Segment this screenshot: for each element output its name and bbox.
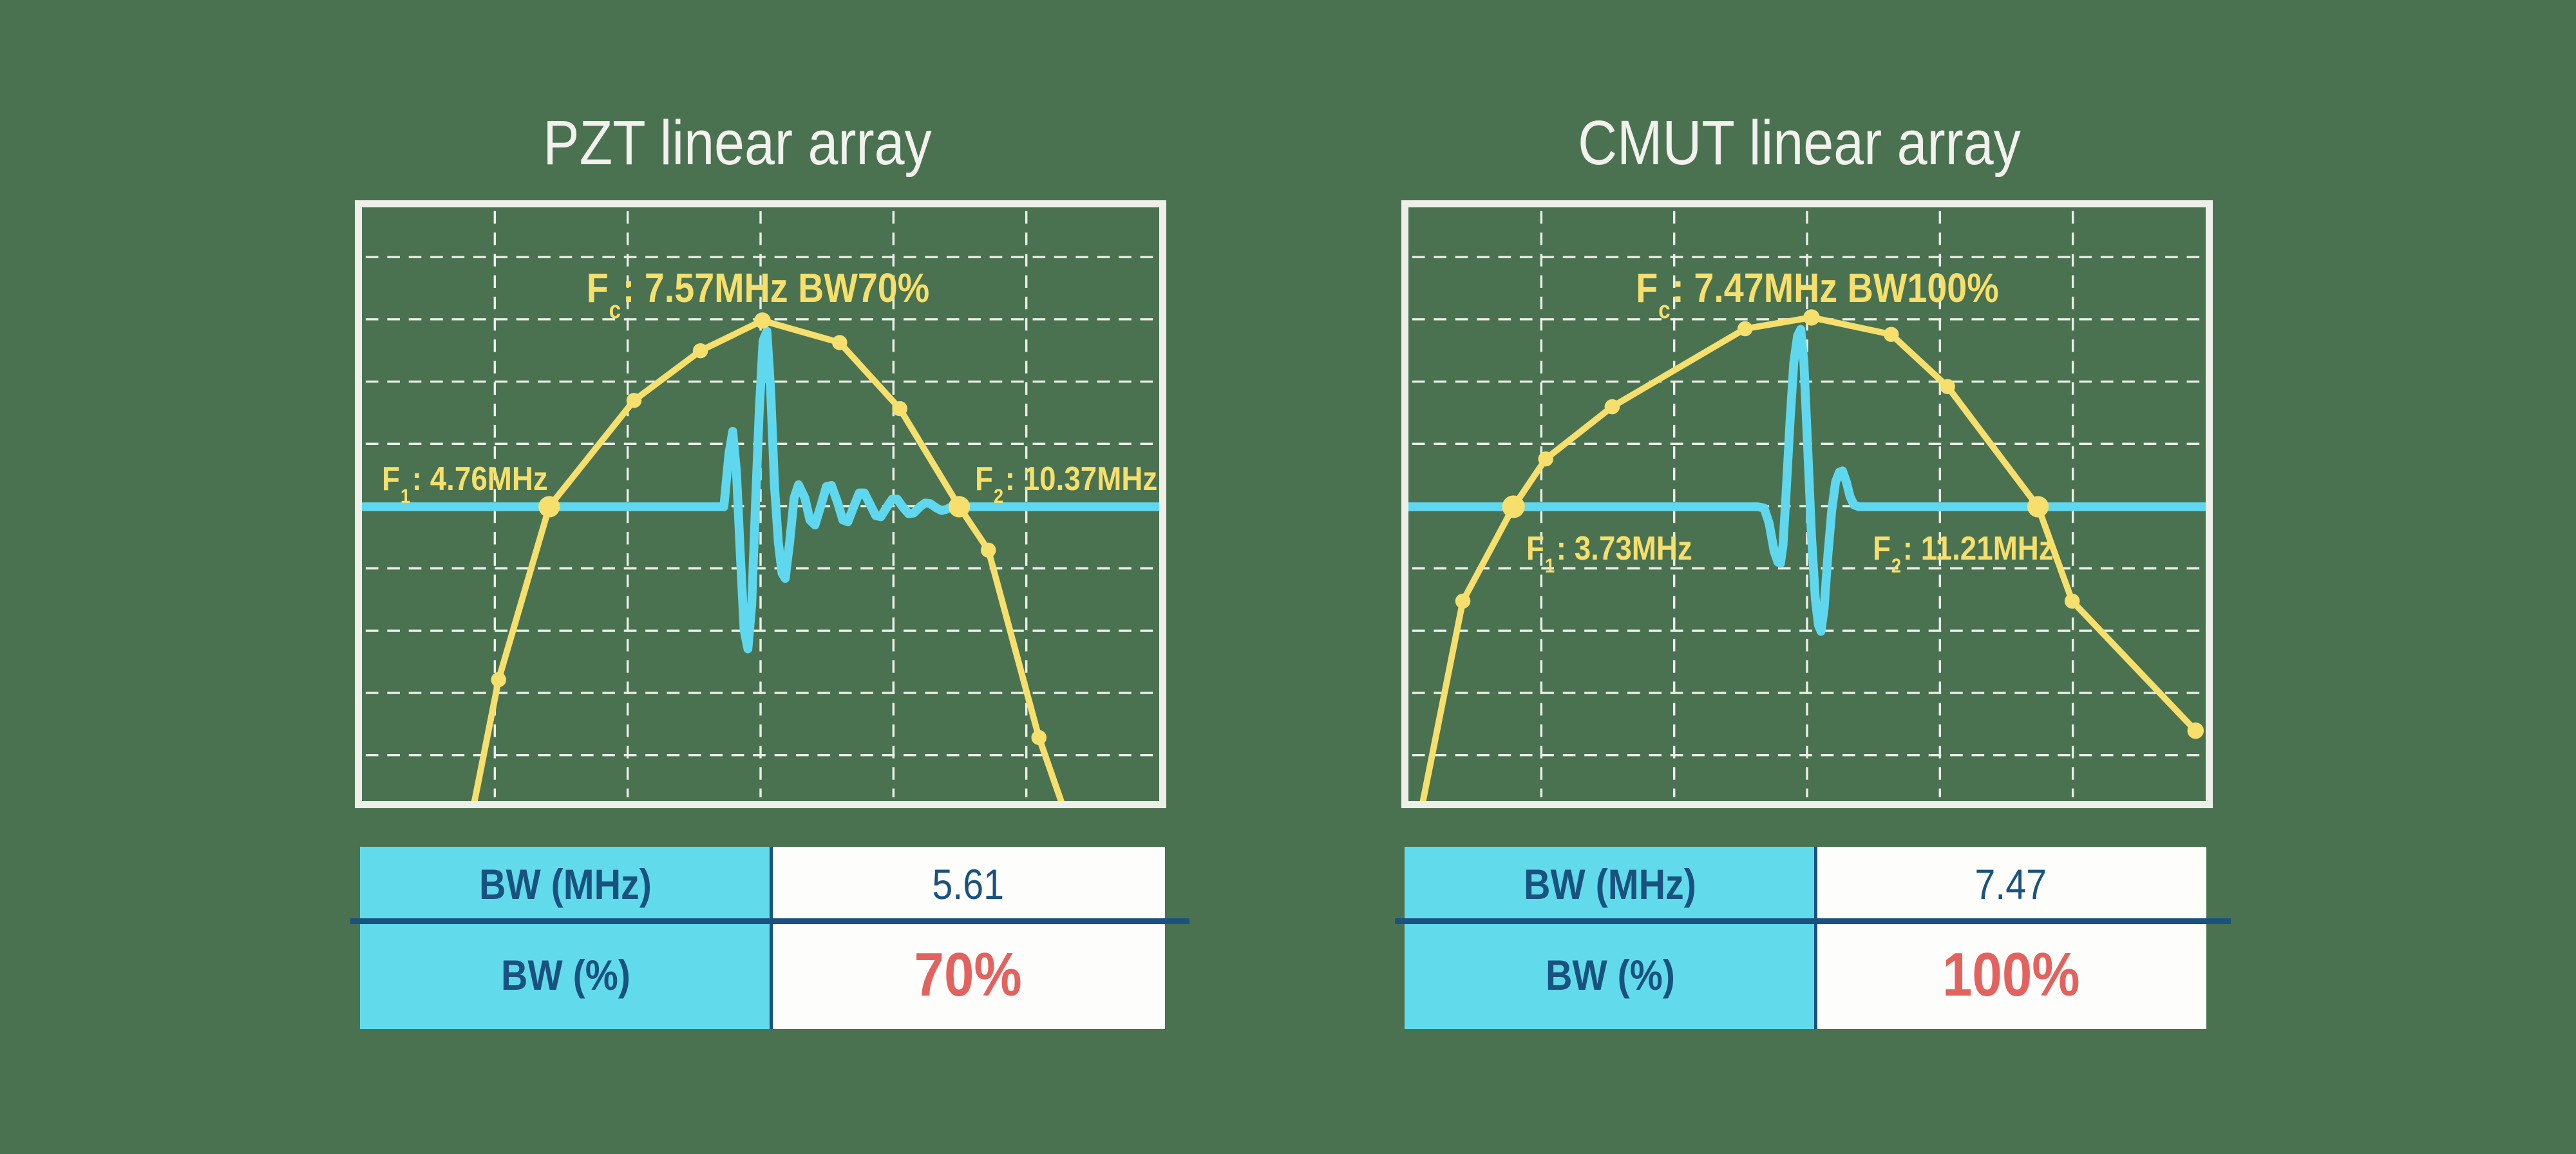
- table-column-divider: [1814, 847, 1817, 1029]
- fc-annotation: Fc: 7.47MHz BW100%: [1636, 265, 1999, 324]
- chart-canvas-cmut: [1408, 211, 2206, 801]
- panel-title-text: CMUT linear array: [1578, 108, 2021, 178]
- table-row: BW (%) 100%: [1405, 921, 2206, 1029]
- row-value-cell: 7.47: [1815, 847, 2206, 921]
- panel-pzt: PZT linear array Fc: 7.57MHz BW70% F1: 4…: [350, 0, 1189, 1154]
- table-row: BW (%) 70%: [360, 921, 1165, 1029]
- row-value-cell-highlight: 70%: [771, 921, 1165, 1029]
- chart-canvas-pzt: [362, 211, 1159, 801]
- f2-annotation: F2: 11.21MHz: [1873, 530, 2054, 578]
- row-label-cell: BW (MHz): [1405, 847, 1815, 921]
- f2-annotation: F2: 10.37MHz: [975, 460, 1158, 508]
- page-title-cmut: CMUT linear array: [1545, 107, 2054, 179]
- table-column-divider: [770, 847, 773, 1029]
- row-value-cell: 5.61: [771, 847, 1165, 921]
- row-label-cell: BW (%): [1405, 921, 1815, 1029]
- table-row-divider: [1395, 918, 2231, 924]
- spectrum-chart-cmut: Fc: 7.47MHz BW100% F1: 3.73MHz F2: 11.21…: [1401, 200, 2213, 808]
- panel-cmut: CMUT linear array Fc: 7.47MHz BW100% F1:…: [1395, 0, 2231, 1154]
- table-row: BW (MHz) 7.47: [1405, 847, 2206, 921]
- row-label-cell: BW (MHz): [360, 847, 771, 921]
- table-row: BW (MHz) 5.61: [360, 847, 1165, 921]
- f1-annotation: F1: 4.76MHz: [382, 460, 548, 508]
- bw-table-pzt: BW (MHz) 5.61 BW (%) 70%: [350, 847, 1189, 1029]
- fc-annotation: Fc: 7.57MHz BW70%: [586, 265, 930, 324]
- spectrum-chart-pzt: Fc: 7.57MHz BW70% F1: 4.76MHz F2: 10.37M…: [355, 200, 1166, 808]
- bw-table-cmut: BW (MHz) 7.47 BW (%) 100%: [1395, 847, 2231, 1029]
- row-label-cell: BW (%): [360, 921, 771, 1029]
- row-value-cell-highlight: 100%: [1815, 921, 2206, 1029]
- panel-title-text: PZT linear array: [543, 108, 932, 178]
- page-title-pzt: PZT linear array: [514, 107, 961, 179]
- f1-annotation: F1: 3.73MHz: [1526, 530, 1692, 578]
